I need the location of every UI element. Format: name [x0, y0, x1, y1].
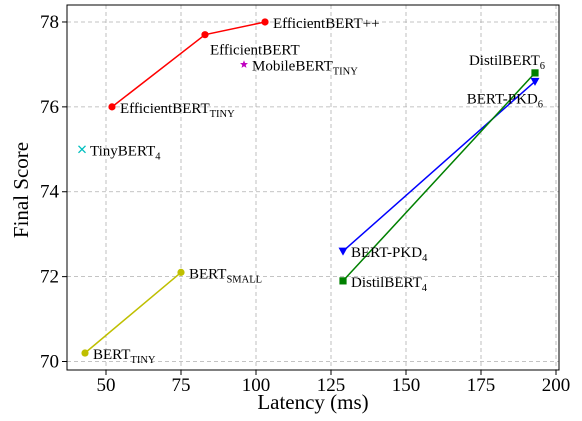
x-axis-label: Latency (ms) — [257, 390, 368, 414]
bert-small-point — [81, 349, 89, 357]
efficientbert-annotation: EfficientBERTTINY — [120, 101, 235, 120]
distilbert-point — [339, 277, 347, 285]
x-tick-label: 200 — [542, 375, 571, 396]
bert-pkd-point — [338, 247, 348, 256]
x-tick-label: 50 — [97, 375, 116, 396]
x-tick-label: 125 — [317, 375, 346, 396]
tinybert-annotation: TinyBERT4 — [90, 143, 161, 162]
y-tick-label: 70 — [40, 352, 59, 373]
efficientbert-annotation: EfficientBERT — [210, 43, 300, 59]
grid-lines — [67, 5, 559, 370]
bert-small-annotation: BERTSMALL — [189, 266, 262, 285]
y-tick-label: 74 — [40, 182, 60, 203]
distilbert-point — [531, 69, 539, 77]
distilbert-annotation: DistilBERT4 — [351, 275, 428, 294]
x-tick-label: 100 — [242, 375, 271, 396]
data-points — [78, 18, 540, 357]
tinybert-point — [78, 145, 86, 154]
efficientbert-annotation: EfficientBERT++ — [273, 16, 380, 32]
mobilebert-point — [240, 60, 248, 68]
bert-small-point — [177, 268, 185, 276]
distilbert-annotation: DistilBERT6 — [469, 53, 545, 72]
bert-pkd-point — [530, 77, 540, 86]
efficientbert-point — [201, 31, 209, 39]
plot-frame — [66, 4, 560, 371]
mobilebert-annotation: MobileBERTTINY — [252, 58, 358, 77]
bert-small-line — [84, 271, 182, 354]
y-axis-label: Final Score — [9, 142, 33, 238]
bert-small-annotation: BERTTINY — [93, 347, 156, 366]
y-tick-label: 72 — [40, 267, 59, 288]
axes: 50 75 100 125 150 175 200 70 72 74 76 78 — [40, 4, 571, 396]
x-tick-label: 175 — [467, 375, 496, 396]
annotations: EfficientBERTTINY EfficientBERT EfficientB… — [90, 16, 545, 366]
y-tick-label: 78 — [40, 12, 59, 33]
x-tick-label: 75 — [172, 375, 191, 396]
bert-pkd-annotation: BERT-PKD4 — [351, 245, 428, 264]
distilbert-line — [342, 72, 536, 282]
x-tick-label: 150 — [392, 375, 421, 396]
bert-pkd-annotation: BERT-PKD6 — [467, 91, 543, 110]
bert-pkd-line — [342, 80, 536, 252]
y-tick-label: 76 — [40, 97, 59, 118]
efficientbert-point — [261, 18, 269, 26]
efficientbert-point — [108, 103, 116, 111]
